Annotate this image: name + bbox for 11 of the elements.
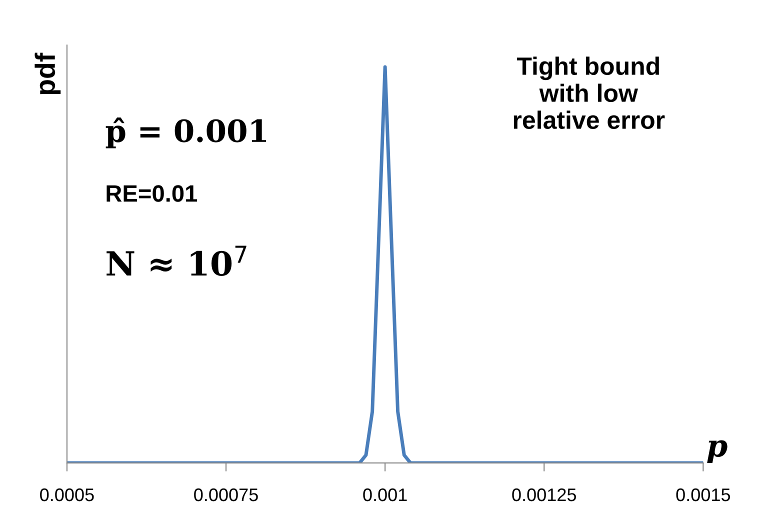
annotation: RE=0.01 (106, 185, 198, 202)
annotation: Tight bound with low relative error (514, 56, 665, 129)
annotation: p̂ = 0.001 (106, 117, 266, 148)
x-tick-label: 0.0005 (40, 488, 94, 502)
x-tick-label: 0.0015 (676, 488, 730, 502)
x-tick-label: 0.001 (363, 488, 407, 502)
y-axis-title: pdf (34, 52, 61, 94)
annotation: N ≈ 10$^{7}$ (106, 246, 246, 276)
x-tick-label: 0.00125 (512, 488, 576, 502)
x-tick-label: 0.00075 (194, 488, 258, 502)
x-axis-title: p (707, 440, 728, 463)
